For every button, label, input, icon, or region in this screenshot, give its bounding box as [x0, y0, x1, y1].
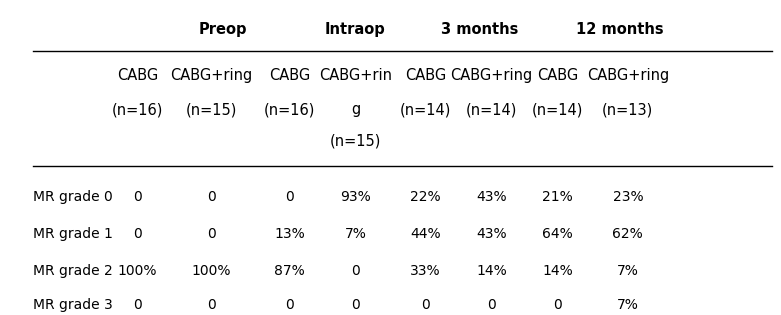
Text: (n=16): (n=16): [112, 102, 163, 117]
Text: 0: 0: [421, 298, 430, 312]
Text: 13%: 13%: [274, 227, 305, 241]
Text: 87%: 87%: [274, 264, 305, 278]
Text: 0: 0: [134, 190, 142, 204]
Text: MR grade 2: MR grade 2: [33, 264, 112, 278]
Text: 7%: 7%: [617, 264, 639, 278]
Text: 33%: 33%: [410, 264, 440, 278]
Text: CABG: CABG: [117, 68, 159, 83]
Text: (n=14): (n=14): [400, 102, 451, 117]
Text: 3 months: 3 months: [441, 22, 519, 37]
Text: MR grade 3: MR grade 3: [33, 298, 112, 312]
Text: (n=15): (n=15): [330, 134, 381, 148]
Text: CABG: CABG: [269, 68, 310, 83]
Text: g: g: [351, 102, 360, 117]
Text: 12 months: 12 months: [576, 22, 664, 37]
Text: 0: 0: [207, 227, 216, 241]
Text: 100%: 100%: [192, 264, 231, 278]
Text: 0: 0: [134, 227, 142, 241]
Text: 21%: 21%: [543, 190, 573, 204]
Text: 0: 0: [351, 298, 360, 312]
Text: 7%: 7%: [344, 227, 366, 241]
Text: (n=16): (n=16): [264, 102, 315, 117]
Text: CABG+ring: CABG+ring: [170, 68, 252, 83]
Text: 0: 0: [351, 264, 360, 278]
Text: 0: 0: [554, 298, 562, 312]
Text: 93%: 93%: [340, 190, 371, 204]
Text: 23%: 23%: [612, 190, 644, 204]
Text: 43%: 43%: [476, 190, 507, 204]
Text: CABG+rin: CABG+rin: [319, 68, 392, 83]
Text: (n=15): (n=15): [186, 102, 237, 117]
Text: CABG+ring: CABG+ring: [451, 68, 533, 83]
Text: 44%: 44%: [410, 227, 440, 241]
Text: (n=14): (n=14): [532, 102, 583, 117]
Text: (n=13): (n=13): [602, 102, 654, 117]
Text: 0: 0: [207, 190, 216, 204]
Text: Preop: Preop: [199, 22, 248, 37]
Text: CABG+ring: CABG+ring: [587, 68, 669, 83]
Text: 100%: 100%: [118, 264, 157, 278]
Text: 0: 0: [207, 298, 216, 312]
Text: 7%: 7%: [617, 298, 639, 312]
Text: 22%: 22%: [410, 190, 440, 204]
Text: (n=14): (n=14): [466, 102, 517, 117]
Text: 0: 0: [134, 298, 142, 312]
Text: 0: 0: [487, 298, 496, 312]
Text: CABG: CABG: [405, 68, 446, 83]
Text: 43%: 43%: [476, 227, 507, 241]
Text: CABG: CABG: [537, 68, 579, 83]
Text: MR grade 1: MR grade 1: [33, 227, 112, 241]
Text: Intraop: Intraop: [325, 22, 386, 37]
Text: 14%: 14%: [543, 264, 573, 278]
Text: 0: 0: [285, 190, 294, 204]
Text: 62%: 62%: [612, 227, 644, 241]
Text: MR grade 0: MR grade 0: [33, 190, 112, 204]
Text: 14%: 14%: [476, 264, 507, 278]
Text: 0: 0: [285, 298, 294, 312]
Text: 64%: 64%: [543, 227, 573, 241]
